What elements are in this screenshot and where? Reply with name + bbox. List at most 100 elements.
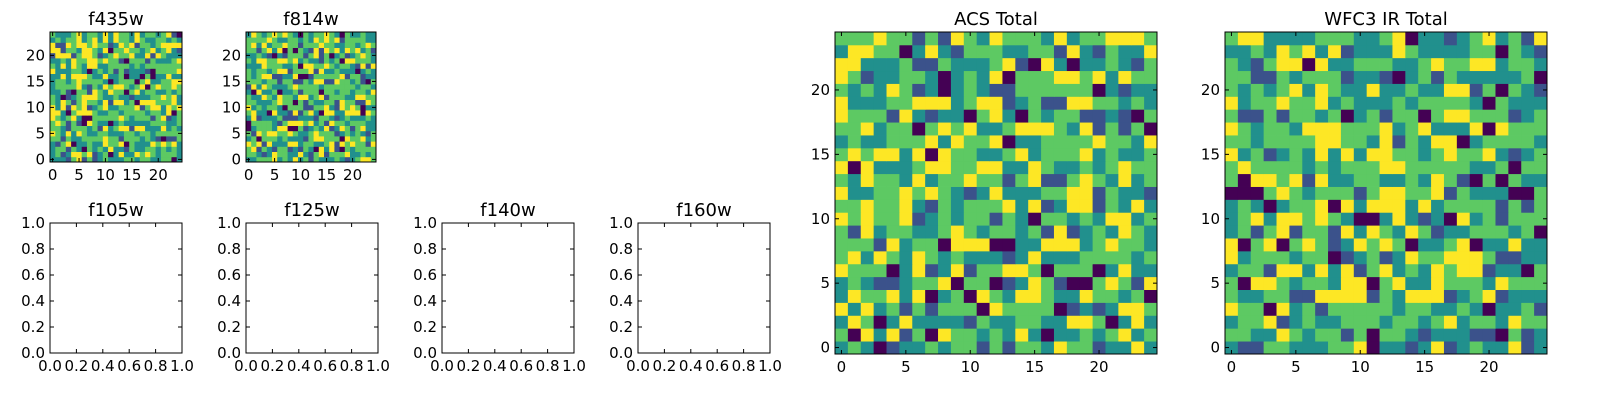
heatmap-cell [160,94,167,100]
heatmap-cell [360,84,366,90]
heatmap-cell [1225,302,1239,316]
heatmap-cell [324,68,330,74]
heatmap-cell [963,263,978,278]
heatmap-cell [1105,122,1119,136]
heatmap-cell [1066,276,1081,290]
heatmap-cell [835,328,849,342]
heatmap-cell [176,99,183,106]
heatmap-cell [246,58,252,64]
heatmap-cell [1443,250,1458,265]
heatmap-cell [847,341,862,355]
heatmap-cell [292,47,299,54]
heatmap-cell [355,136,361,142]
heatmap-cell [350,104,356,111]
heatmap-cell [1482,70,1496,84]
heatmap-cell [1379,315,1393,329]
heatmap-cell [1482,147,1496,162]
heatmap-cell [950,109,965,123]
heatmap-cell [123,63,130,69]
heatmap-cell [129,115,135,121]
heatmap-cell [1482,173,1496,187]
x-tick-label: 5 [270,166,280,184]
heatmap-cell [1456,173,1471,187]
heatmap-cell [246,73,252,80]
heatmap-cell [950,96,965,110]
heatmap-cell [1482,83,1496,97]
heatmap-cell [1392,57,1406,72]
heatmap-cell [1508,57,1522,72]
heatmap-cell [1092,173,1106,187]
heatmap-cell [1431,302,1445,316]
heatmap-cell [873,250,887,265]
heatmap-cell [166,37,172,43]
heatmap-cell [308,63,314,69]
heatmap-cell [1405,199,1419,213]
heatmap-cell [86,89,93,95]
heatmap-cell [1144,328,1158,342]
heatmap-cell [1237,44,1252,59]
heatmap-cell [81,58,88,64]
heatmap-cell [145,120,151,126]
heatmap-cell [1289,212,1303,226]
heatmap-cell [318,84,325,90]
heatmap-cell [344,151,351,158]
heatmap-cell [55,78,61,85]
heatmap-cell [1328,199,1342,213]
heatmap-cell [134,42,141,48]
heatmap-cell [1079,83,1093,97]
y-tick-label: 0.2 [21,318,45,336]
heatmap-cell [1237,70,1252,84]
heatmap-cell [166,115,172,121]
heatmap-cell [360,110,366,116]
heatmap-cell [313,68,320,74]
heatmap-cell [176,115,183,121]
heatmap-cell [344,78,351,85]
heatmap-cell [1028,225,1042,239]
heatmap-cell [282,73,288,80]
heatmap-cell [76,125,83,132]
heatmap-cell [1066,328,1081,342]
heatmap-cell [71,104,77,111]
heatmap-cell [71,151,77,158]
heatmap-cell [1092,212,1106,226]
heatmap-cell [166,110,172,116]
heatmap-cell [266,52,273,59]
heatmap-cell [71,63,77,69]
heatmap-cell [1237,199,1252,213]
heatmap-cell [298,63,304,69]
heatmap-cell [329,52,335,59]
heatmap-cell [1105,109,1119,123]
heatmap-cell [1144,173,1158,187]
heatmap-cell [171,32,178,38]
heatmap-cell [1418,250,1432,265]
heatmap-cell [308,130,314,137]
heatmap-cell [344,37,351,43]
heatmap-cell [97,120,104,126]
heatmap-cell [1225,238,1239,252]
heatmap-cell [1002,238,1016,252]
heatmap-cell [251,58,257,64]
heatmap-cell [1392,315,1406,329]
heatmap-cell [134,115,141,121]
heatmap-cell [899,199,913,213]
heatmap-cell [344,104,351,111]
heatmap-cell [360,42,366,48]
heatmap-cell [303,115,309,121]
heatmap-cell [102,146,109,152]
heatmap-cell [1289,70,1303,84]
heatmap-cell [1079,160,1093,175]
heatmap-cell [365,151,372,158]
heatmap-cell [1366,147,1380,162]
heatmap-cell [950,276,965,290]
heatmap-cell [1534,315,1548,329]
heatmap-cell [139,130,146,137]
heatmap-cell [370,115,377,121]
heatmap-cell [246,63,252,69]
heatmap-cell [1131,328,1145,342]
heatmap-cell [145,42,151,48]
heatmap-cell [1276,147,1290,162]
heatmap-cell [976,238,990,252]
heatmap-cell [166,84,172,90]
heatmap-cell [1092,341,1106,355]
heatmap-cell [899,186,913,200]
